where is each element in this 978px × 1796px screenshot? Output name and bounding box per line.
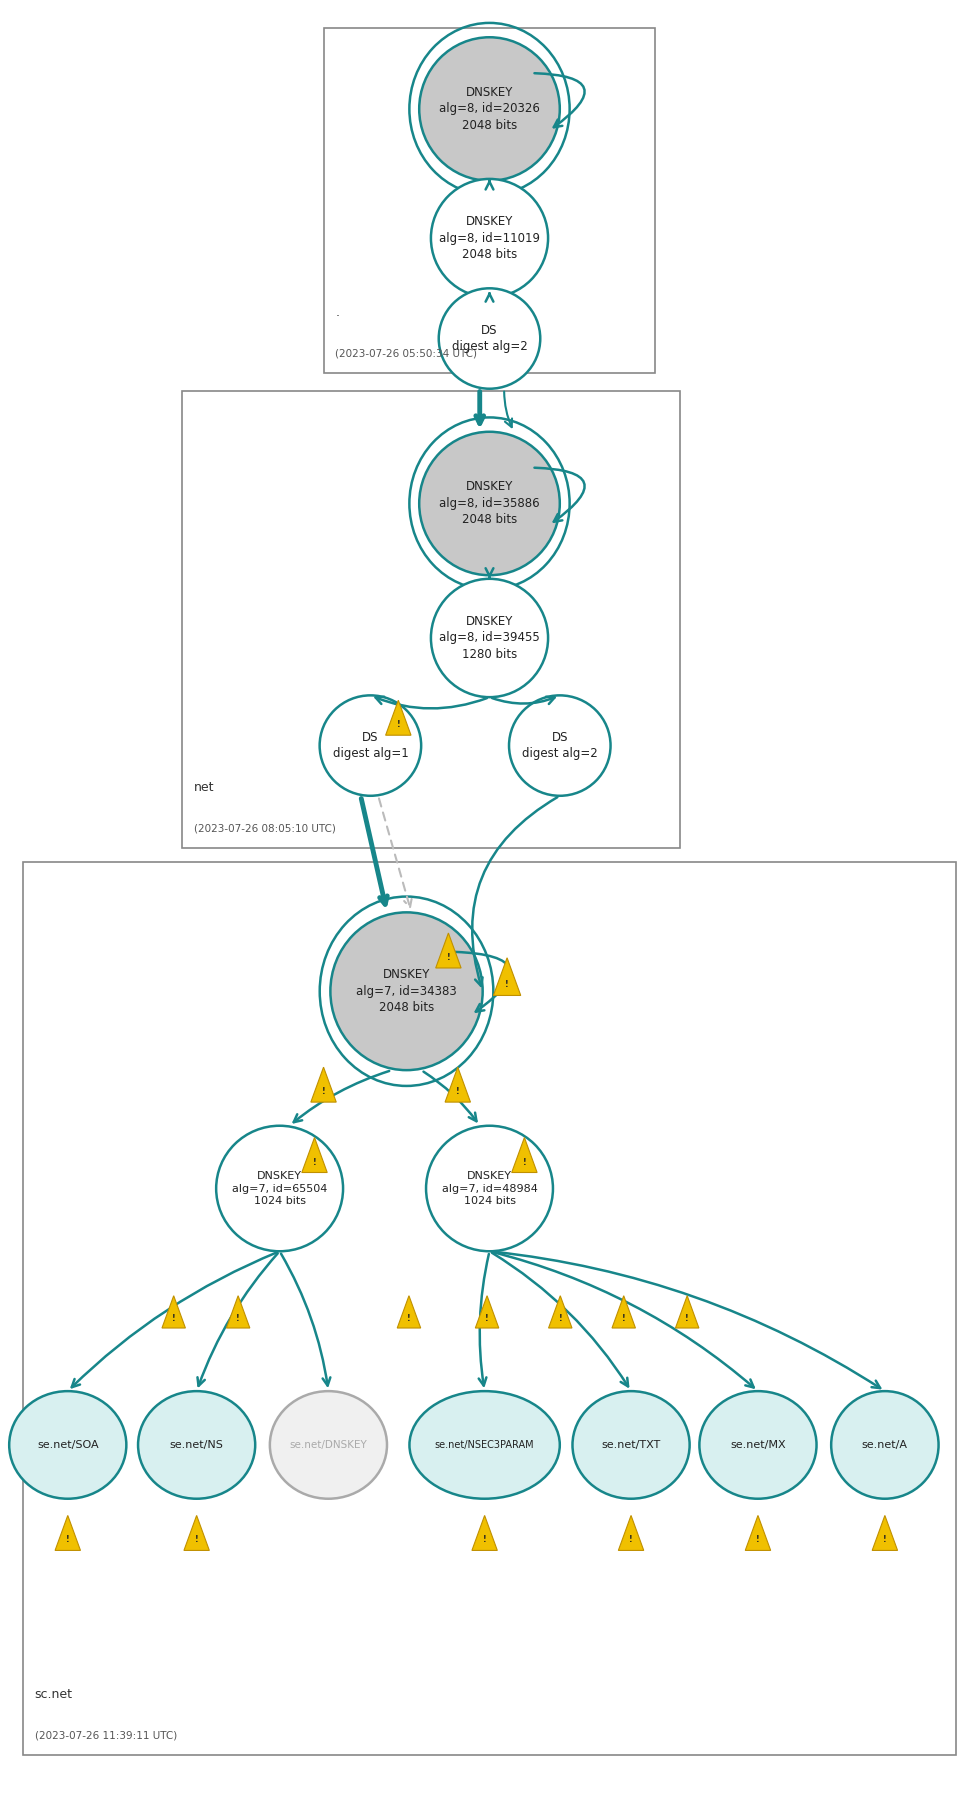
Polygon shape	[675, 1295, 698, 1327]
Ellipse shape	[572, 1392, 689, 1498]
Polygon shape	[511, 1137, 537, 1173]
Text: !: !	[407, 1315, 411, 1324]
Text: !: !	[446, 954, 450, 963]
Text: DS
digest alg=2: DS digest alg=2	[521, 731, 597, 760]
Ellipse shape	[330, 912, 482, 1070]
Polygon shape	[435, 932, 461, 968]
Text: !: !	[322, 1087, 325, 1096]
Ellipse shape	[698, 1392, 816, 1498]
Text: .: .	[334, 305, 339, 318]
Text: se.net/NS: se.net/NS	[169, 1440, 223, 1449]
Polygon shape	[184, 1516, 209, 1550]
Ellipse shape	[425, 1126, 553, 1252]
Text: !: !	[755, 1536, 759, 1545]
Text: se.net/TXT: se.net/TXT	[600, 1440, 660, 1449]
Text: net: net	[194, 781, 214, 794]
Polygon shape	[493, 957, 520, 995]
Text: se.net/A: se.net/A	[861, 1440, 907, 1449]
Ellipse shape	[419, 431, 559, 575]
Ellipse shape	[419, 38, 559, 181]
Ellipse shape	[430, 578, 548, 697]
Text: DNSKEY
alg=8, id=35886
2048 bits: DNSKEY alg=8, id=35886 2048 bits	[439, 481, 539, 526]
Text: (2023-07-26 08:05:10 UTC): (2023-07-26 08:05:10 UTC)	[194, 823, 335, 833]
Polygon shape	[311, 1067, 335, 1103]
Ellipse shape	[270, 1392, 386, 1498]
Text: sc.net: sc.net	[34, 1688, 72, 1701]
Ellipse shape	[319, 695, 421, 796]
Text: !: !	[485, 1315, 488, 1324]
Polygon shape	[618, 1516, 644, 1550]
Text: !: !	[621, 1315, 625, 1324]
Polygon shape	[385, 700, 411, 735]
Text: (2023-07-26 05:50:34 UTC): (2023-07-26 05:50:34 UTC)	[334, 348, 476, 357]
Text: !: !	[396, 720, 400, 729]
Text: !: !	[505, 979, 509, 988]
Polygon shape	[475, 1295, 498, 1327]
Text: DS
digest alg=2: DS digest alg=2	[451, 323, 527, 354]
Text: DS
digest alg=1: DS digest alg=1	[333, 731, 408, 760]
Text: DNSKEY
alg=7, id=34383
2048 bits: DNSKEY alg=7, id=34383 2048 bits	[356, 968, 457, 1015]
Polygon shape	[611, 1295, 635, 1327]
Text: !: !	[482, 1536, 486, 1545]
Text: (2023-07-26 11:39:11 UTC): (2023-07-26 11:39:11 UTC)	[34, 1731, 177, 1740]
Polygon shape	[445, 1067, 470, 1103]
Text: DNSKEY
alg=7, id=48984
1024 bits: DNSKEY alg=7, id=48984 1024 bits	[441, 1171, 537, 1207]
Polygon shape	[871, 1516, 897, 1550]
Polygon shape	[161, 1295, 185, 1327]
Text: DNSKEY
alg=8, id=11019
2048 bits: DNSKEY alg=8, id=11019 2048 bits	[438, 216, 540, 260]
Text: !: !	[629, 1536, 632, 1545]
Ellipse shape	[409, 1392, 559, 1498]
Text: DNSKEY
alg=8, id=39455
1280 bits: DNSKEY alg=8, id=39455 1280 bits	[439, 614, 539, 661]
Polygon shape	[55, 1516, 80, 1550]
Text: DNSKEY
alg=8, id=20326
2048 bits: DNSKEY alg=8, id=20326 2048 bits	[438, 86, 540, 131]
Text: se.net/MX: se.net/MX	[730, 1440, 785, 1449]
Text: !: !	[172, 1315, 175, 1324]
Polygon shape	[471, 1516, 497, 1550]
Polygon shape	[301, 1137, 327, 1173]
Text: !: !	[195, 1536, 199, 1545]
Text: !: !	[236, 1315, 240, 1324]
Ellipse shape	[138, 1392, 255, 1498]
Text: DNSKEY
alg=7, id=65504
1024 bits: DNSKEY alg=7, id=65504 1024 bits	[232, 1171, 327, 1207]
Ellipse shape	[430, 180, 548, 298]
Text: !: !	[456, 1087, 459, 1096]
Text: !: !	[312, 1157, 316, 1167]
Text: se.net/SOA: se.net/SOA	[37, 1440, 99, 1449]
Text: !: !	[685, 1315, 689, 1324]
Ellipse shape	[830, 1392, 938, 1498]
Ellipse shape	[216, 1126, 342, 1252]
Polygon shape	[548, 1295, 571, 1327]
Text: !: !	[66, 1536, 69, 1545]
Polygon shape	[397, 1295, 421, 1327]
Text: !: !	[557, 1315, 561, 1324]
Ellipse shape	[509, 695, 610, 796]
Text: !: !	[522, 1157, 525, 1167]
Ellipse shape	[9, 1392, 126, 1498]
Text: !: !	[882, 1536, 886, 1545]
Ellipse shape	[438, 289, 540, 388]
Text: se.net/NSEC3PARAM: se.net/NSEC3PARAM	[434, 1440, 534, 1449]
Polygon shape	[744, 1516, 770, 1550]
Text: se.net/DNSKEY: se.net/DNSKEY	[289, 1440, 367, 1449]
Polygon shape	[226, 1295, 249, 1327]
